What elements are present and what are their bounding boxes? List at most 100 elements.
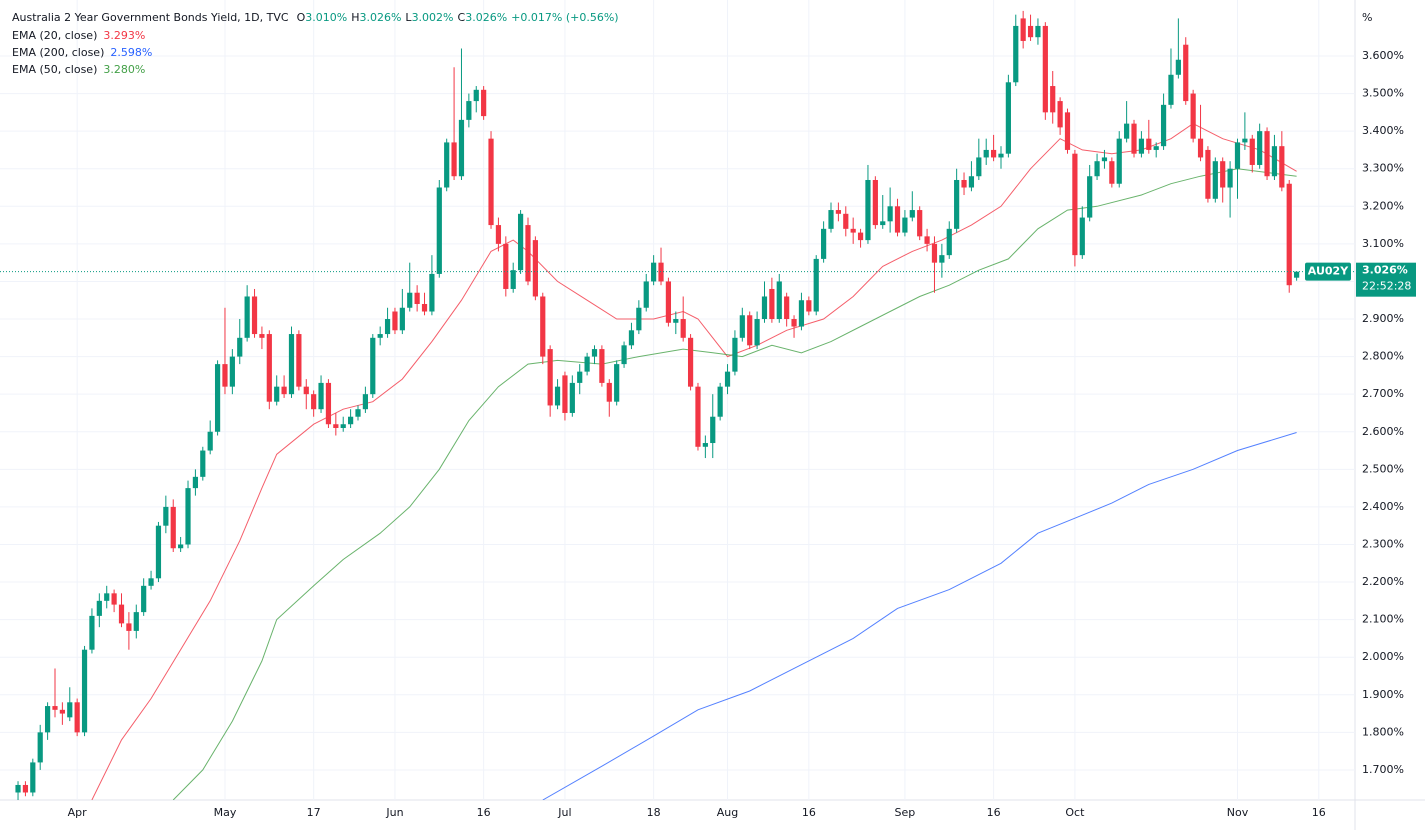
y-tick-label: 1.800% (1362, 725, 1404, 738)
candle-body (1013, 25, 1019, 83)
candle-body (1087, 176, 1093, 218)
candle-body (22, 784, 29, 793)
ohlc-value: 3.026% (465, 11, 507, 24)
candle-body (207, 431, 213, 451)
candle-body (532, 240, 538, 297)
candle-body (52, 706, 58, 710)
ema-name: EMA (20, close) (12, 29, 97, 42)
candle-body (222, 364, 228, 387)
candle-body (59, 709, 65, 714)
ema-name: EMA (50, close) (12, 63, 97, 76)
x-tick-label: Jun (385, 806, 403, 819)
candle-body (311, 394, 317, 410)
candle-body (695, 386, 701, 447)
candle-body (1212, 161, 1218, 199)
candle-body (880, 221, 886, 226)
candle-body (724, 371, 731, 387)
candle-body (1109, 161, 1115, 184)
price-tag (1356, 262, 1416, 297)
candle-body (414, 292, 420, 304)
candle-body (67, 702, 73, 718)
candle-body (665, 281, 672, 323)
candle-body (828, 210, 834, 229)
candle-body (547, 349, 553, 406)
candle-body (81, 649, 88, 733)
candle-body (540, 296, 546, 357)
candle-body (865, 179, 871, 241)
ema-value: 2.598% (110, 46, 152, 59)
y-tick-label: 3.300% (1362, 162, 1404, 175)
candle-body (377, 334, 383, 338)
change-value: +0.017% (+0.56%) (511, 11, 618, 24)
candle-body (451, 142, 457, 177)
candle-body (1050, 86, 1056, 113)
candle-body (288, 334, 295, 395)
candle-body (1146, 138, 1152, 150)
candle-body (259, 334, 265, 338)
ohlc-value: 3.010% (305, 11, 347, 24)
candle-body (1079, 217, 1085, 256)
candle-body (554, 386, 561, 406)
candle-body (126, 623, 132, 631)
candle-body (1279, 146, 1285, 188)
candle-body (614, 364, 620, 402)
x-tick-label: 17 (307, 806, 321, 819)
candle-body (1183, 44, 1189, 102)
symbol-tag (1305, 262, 1351, 281)
candle-body (503, 243, 509, 289)
candle-body (473, 89, 479, 102)
candle-body (89, 615, 95, 650)
candle-body (170, 506, 176, 549)
candle-body (1035, 25, 1041, 38)
candle-body (200, 450, 206, 477)
candle-body (562, 375, 568, 413)
candle-body (399, 307, 405, 331)
symbol-label: AU02Y (1308, 265, 1349, 278)
candle-body (1264, 131, 1270, 177)
candle-body (894, 206, 901, 233)
candle-body (118, 604, 125, 624)
candle-body (517, 213, 524, 271)
candle-body (998, 153, 1004, 158)
candle-body (843, 213, 849, 229)
candle-body (421, 303, 428, 312)
candle-body (924, 236, 930, 244)
y-tick-label: 2.400% (1362, 500, 1404, 513)
y-unit: % (1362, 11, 1372, 24)
candle-body (495, 225, 502, 244)
candle-body (813, 258, 819, 312)
candle-body (429, 273, 435, 312)
ohlc-key: C (458, 11, 466, 24)
candle-body (821, 228, 827, 259)
candle-body (488, 138, 494, 226)
candle-body (761, 296, 768, 320)
candle-body (850, 228, 856, 233)
y-tick-label: 3.200% (1362, 199, 1404, 212)
candle-body (192, 476, 199, 489)
candle-body (348, 416, 354, 425)
candle-body (1042, 25, 1048, 113)
chart-title: Australia 2 Year Government Bonds Yield,… (12, 11, 289, 24)
y-tick-label: 2.000% (1362, 650, 1404, 663)
candle-body (237, 337, 243, 357)
ohlc-key: H (351, 11, 359, 24)
x-tick-label: 16 (1312, 806, 1326, 819)
candle-body (466, 101, 472, 120)
y-tick-label: 1.900% (1362, 688, 1404, 701)
candle-body (776, 281, 782, 320)
candle-body (636, 307, 642, 331)
candle-body (791, 319, 797, 327)
candle-body (806, 300, 812, 312)
candle-body (909, 210, 915, 218)
ema-name: EMA (200, close) (12, 46, 104, 59)
candle-body (621, 345, 627, 365)
candle-body (577, 371, 583, 383)
y-tick-label: 2.300% (1362, 537, 1404, 550)
ema-value: 3.293% (103, 29, 145, 42)
y-tick-label: 3.600% (1362, 49, 1404, 62)
candle-body (44, 706, 51, 733)
candle-body (244, 296, 250, 338)
candle-body (628, 330, 635, 346)
y-tick-label: 2.500% (1362, 462, 1404, 475)
candle-body (318, 382, 324, 410)
